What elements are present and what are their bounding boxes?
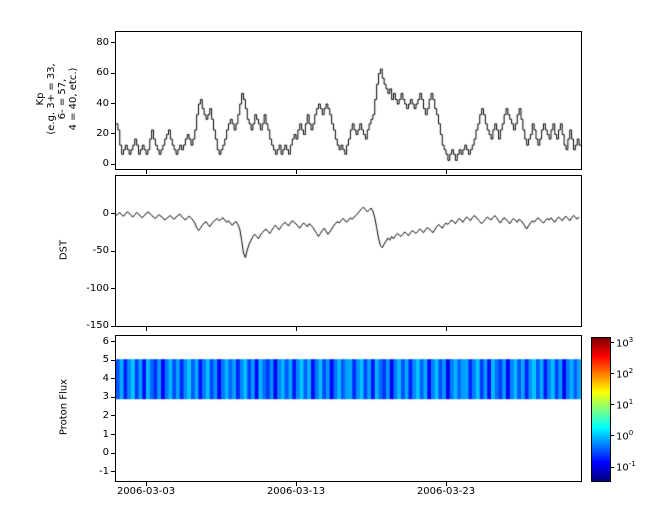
dst-y-tick-mark xyxy=(111,250,115,252)
kp-panel xyxy=(115,31,582,170)
kp-y-tick-mark xyxy=(111,42,115,44)
kp-axis-label-line: Kp xyxy=(35,92,46,106)
x-axis-date-label: 2006-03-23 xyxy=(416,486,476,497)
proton-y-tick-mark xyxy=(111,396,115,398)
kp-x-tick-mark xyxy=(145,170,147,174)
proton-y-tick-label: 3 xyxy=(102,391,109,403)
proton-x-tick-mark xyxy=(445,482,447,486)
proton-y-tick-mark xyxy=(111,359,115,361)
colorbar-tick-exponent: 2 xyxy=(628,366,634,375)
dst-y-tick-label: -50 xyxy=(92,245,109,256)
kp-x-tick-mark xyxy=(445,170,447,174)
dst-y-tick-label: -100 xyxy=(86,282,109,294)
proton-x-tick-mark xyxy=(145,482,147,486)
proton-y-tick-label: 1 xyxy=(102,428,109,440)
dst-y-tick-label: 0 xyxy=(102,207,109,219)
proton-x-tick-mark xyxy=(295,482,297,486)
proton-flux-heatmap-canvas xyxy=(116,336,581,481)
colorbar-tick-exponent: 1 xyxy=(628,397,634,406)
proton-y-tick-label: 4 xyxy=(102,372,109,384)
colorbar-tick-exponent: 3 xyxy=(628,335,634,344)
dst-x-tick-mark xyxy=(295,327,297,331)
proton-y-tick-label: -1 xyxy=(99,465,109,477)
colorbar-tick-label: 10-1 xyxy=(616,460,636,473)
dst-plot-canvas xyxy=(116,176,581,326)
dst-axis-label: DST xyxy=(58,239,70,261)
colorbar-tick-exponent: 0 xyxy=(628,428,634,437)
colorbar-tick-base: 10 xyxy=(616,337,629,349)
proton-y-tick-mark xyxy=(111,452,115,454)
kp-axis-label-line: (e.g. 3+ = 33, xyxy=(46,63,57,135)
colorbar-tick-exponent: -1 xyxy=(628,460,636,468)
kp-y-tick-label: 80 xyxy=(96,36,109,48)
kp-axis-label: Kp (e.g. 3+ = 33, 6- = 57, 4 = 40, etc.) xyxy=(35,63,79,134)
kp-y-tick-label: 0 xyxy=(102,158,109,170)
colorbar-tick-mark xyxy=(611,466,614,468)
kp-y-tick-mark xyxy=(111,133,115,135)
colorbar-gradient xyxy=(592,338,610,481)
colorbar-tick-label: 100 xyxy=(616,429,633,442)
proton-flux-panel xyxy=(115,335,582,482)
proton-y-tick-mark xyxy=(111,415,115,417)
proton-y-tick-mark xyxy=(111,378,115,380)
colorbar xyxy=(591,337,611,482)
colorbar-tick-mark xyxy=(611,342,614,344)
dst-y-tick-mark xyxy=(111,213,115,214)
colorbar-tick-base: 10 xyxy=(616,462,629,474)
kp-y-tick-mark xyxy=(111,103,115,105)
proton-y-tick-label: 6 xyxy=(102,335,109,347)
dst-x-tick-mark xyxy=(445,327,447,331)
kp-y-tick-label: 20 xyxy=(96,127,109,139)
kp-axis-label-line: 6- = 57, xyxy=(57,78,68,120)
colorbar-tick-mark xyxy=(611,404,614,406)
kp-y-tick-label: 60 xyxy=(96,67,109,79)
dst-panel xyxy=(115,175,582,327)
proton-y-tick-label: 5 xyxy=(102,354,109,366)
colorbar-tick-base: 10 xyxy=(616,369,629,381)
colorbar-tick-mark xyxy=(611,373,614,375)
kp-y-tick-mark xyxy=(111,72,115,74)
proton-y-tick-label: 0 xyxy=(102,447,109,459)
dst-x-tick-mark xyxy=(145,327,147,331)
x-axis-date-label: 2006-03-03 xyxy=(116,486,176,497)
dst-y-tick-mark xyxy=(111,288,115,289)
dst-y-tick-mark xyxy=(111,325,115,327)
proton-y-tick-mark xyxy=(111,341,115,343)
proton-y-tick-mark xyxy=(111,434,115,436)
dst-y-tick-label: -150 xyxy=(86,320,109,331)
x-axis-date-label: 2006-03-13 xyxy=(266,486,326,497)
kp-x-tick-mark xyxy=(295,170,297,174)
colorbar-tick-label: 101 xyxy=(616,398,633,411)
proton-y-tick-label: 2 xyxy=(102,409,109,421)
colorbar-tick-label: 103 xyxy=(616,336,633,349)
proton-y-tick-mark xyxy=(111,471,115,473)
kp-plot-canvas xyxy=(116,32,581,169)
proton-flux-axis-label: Proton Flux xyxy=(58,378,70,436)
colorbar-tick-base: 10 xyxy=(616,400,629,412)
colorbar-tick-label: 102 xyxy=(616,367,633,380)
kp-y-tick-mark xyxy=(111,163,115,165)
colorbar-tick-base: 10 xyxy=(616,431,629,443)
kp-y-tick-label: 40 xyxy=(96,97,109,109)
colorbar-tick-mark xyxy=(611,435,614,437)
